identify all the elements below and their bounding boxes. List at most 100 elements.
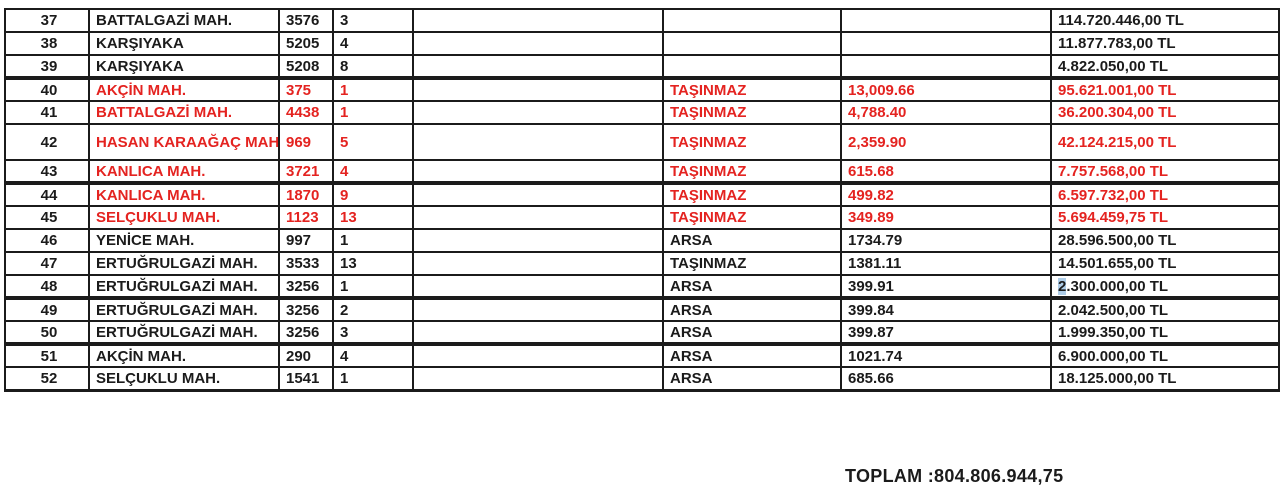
ada-cell: 1541 bbox=[278, 366, 334, 391]
type-cell: TAŞINMAZ bbox=[662, 251, 842, 276]
name-cell: ERTUĞRULGAZİ MAH. bbox=[88, 251, 280, 276]
empty-cell bbox=[412, 159, 664, 184]
name-cell: ERTUĞRULGAZİ MAH. bbox=[88, 296, 280, 322]
table-row: 49 ERTUĞRULGAZİ MAH. 3256 2 ARSA 399.84 2.042.… bbox=[4, 296, 1280, 322]
type-cell: TAŞINMAZ bbox=[662, 100, 842, 125]
empty-cell bbox=[412, 100, 664, 125]
row-number-cell: 47 bbox=[4, 251, 90, 276]
row-number-cell: 49 bbox=[4, 296, 90, 322]
table-body: 37 BATTALGAZİ MAH. 3576 3 114.720.446,00 TL 3… bbox=[4, 8, 1280, 391]
table-row: 42 HASAN KARAAĞAÇ MAH. 969 5 TAŞINMAZ 2,359.9… bbox=[4, 123, 1280, 161]
name-cell: SELÇUKLU MAH. bbox=[88, 366, 280, 391]
area-cell: 4,788.40 bbox=[840, 100, 1052, 125]
ada-cell: 3256 bbox=[278, 274, 334, 299]
amount-cell: 42.124.215,00 TL bbox=[1050, 123, 1280, 161]
name-cell: YENİCE MAH. bbox=[88, 228, 280, 253]
name-cell: KANLICA MAH. bbox=[88, 159, 280, 184]
type-cell: ARSA bbox=[662, 342, 842, 368]
empty-cell bbox=[412, 31, 664, 56]
amount-cell: 18.125.000,00 TL bbox=[1050, 366, 1280, 391]
name-cell: ERTUĞRULGAZİ MAH. bbox=[88, 320, 280, 345]
amount-cell: 1.999.350,00 TL bbox=[1050, 320, 1280, 345]
area-cell: 1021.74 bbox=[840, 342, 1052, 368]
type-cell bbox=[662, 31, 842, 56]
type-cell: TAŞINMAZ bbox=[662, 123, 842, 161]
type-cell bbox=[662, 8, 842, 33]
parsel-cell: 1 bbox=[332, 366, 414, 391]
type-cell: ARSA bbox=[662, 366, 842, 391]
empty-cell bbox=[412, 342, 664, 368]
row-number-cell: 48 bbox=[4, 274, 90, 299]
table-row: 47 ERTUĞRULGAZİ MAH. 3533 13 TAŞINMAZ 1381.11… bbox=[4, 251, 1280, 276]
empty-cell bbox=[412, 205, 664, 230]
amount-cell: 11.877.783,00 TL bbox=[1050, 31, 1280, 56]
name-cell: AKÇİN MAH. bbox=[88, 76, 280, 102]
ada-cell: 5208 bbox=[278, 54, 334, 79]
total-label: TOPLAM :804.806.944,75 bbox=[845, 466, 1064, 486]
ada-cell: 375 bbox=[278, 76, 334, 102]
ada-cell: 3533 bbox=[278, 251, 334, 276]
area-cell: 399.91 bbox=[840, 274, 1052, 299]
ada-cell: 1123 bbox=[278, 205, 334, 230]
name-cell: BATTALGAZİ MAH. bbox=[88, 100, 280, 125]
row-number-cell: 50 bbox=[4, 320, 90, 345]
table-row: 48 ERTUĞRULGAZİ MAH. 3256 1 ARSA 399.91 2.300.… bbox=[4, 274, 1280, 299]
area-cell: 13,009.66 bbox=[840, 76, 1052, 102]
parsel-cell: 4 bbox=[332, 159, 414, 184]
ada-cell: 5205 bbox=[278, 31, 334, 56]
amount-cell: 14.501.655,00 TL bbox=[1050, 251, 1280, 276]
amount-cell: 36.200.304,00 TL bbox=[1050, 100, 1280, 125]
area-cell: 349.89 bbox=[840, 205, 1052, 230]
parsel-cell: 5 bbox=[332, 123, 414, 161]
type-cell bbox=[662, 54, 842, 79]
amount-cell: 2.042.500,00 TL bbox=[1050, 296, 1280, 322]
table-row: 46 YENİCE MAH. 997 1 ARSA 1734.79 28.596.500,0… bbox=[4, 228, 1280, 253]
parsel-cell: 4 bbox=[332, 31, 414, 56]
name-cell: KANLICA MAH. bbox=[88, 181, 280, 207]
table-row: 39 KARŞIYAKA 5208 8 4.822.050,00 TL bbox=[4, 54, 1280, 79]
type-cell: ARSA bbox=[662, 274, 842, 299]
ada-cell: 3256 bbox=[278, 296, 334, 322]
area-cell bbox=[840, 54, 1052, 79]
ada-cell: 3576 bbox=[278, 8, 334, 33]
empty-cell bbox=[412, 320, 664, 345]
parcel-table: 37 BATTALGAZİ MAH. 3576 3 114.720.446,00 TL 3… bbox=[4, 8, 1280, 392]
table-row: 38 KARŞIYAKA 5205 4 11.877.783,00 TL bbox=[4, 31, 1280, 56]
row-number-cell: 46 bbox=[4, 228, 90, 253]
amount-cell: 4.822.050,00 TL bbox=[1050, 54, 1280, 79]
type-cell: ARSA bbox=[662, 296, 842, 322]
row-number-cell: 42 bbox=[4, 123, 90, 161]
ada-cell: 4438 bbox=[278, 100, 334, 125]
empty-cell bbox=[412, 366, 664, 391]
table-row: 44 KANLICA MAH. 1870 9 TAŞINMAZ 499.82 6.597.7… bbox=[4, 181, 1280, 207]
area-cell: 685.66 bbox=[840, 366, 1052, 391]
amount-cell: 95.621.001,00 TL bbox=[1050, 76, 1280, 102]
empty-cell bbox=[412, 274, 664, 299]
row-number-cell: 43 bbox=[4, 159, 90, 184]
parsel-cell: 1 bbox=[332, 228, 414, 253]
name-cell: AKÇİN MAH. bbox=[88, 342, 280, 368]
area-cell: 1734.79 bbox=[840, 228, 1052, 253]
parsel-cell: 3 bbox=[332, 320, 414, 345]
ada-cell: 3721 bbox=[278, 159, 334, 184]
table-row: 41 BATTALGAZİ MAH. 4438 1 TAŞINMAZ 4,788.40 36… bbox=[4, 100, 1280, 125]
name-cell: HASAN KARAAĞAÇ MAH. bbox=[88, 123, 280, 161]
parsel-cell: 9 bbox=[332, 181, 414, 207]
row-number-cell: 37 bbox=[4, 8, 90, 33]
amount-cell: 114.720.446,00 TL bbox=[1050, 8, 1280, 33]
ada-cell: 1870 bbox=[278, 181, 334, 207]
parsel-cell: 13 bbox=[332, 251, 414, 276]
row-number-cell: 40 bbox=[4, 76, 90, 102]
empty-cell bbox=[412, 8, 664, 33]
parsel-cell: 1 bbox=[332, 274, 414, 299]
empty-cell bbox=[412, 123, 664, 161]
table-row: 37 BATTALGAZİ MAH. 3576 3 114.720.446,00 TL bbox=[4, 8, 1280, 33]
row-number-cell: 39 bbox=[4, 54, 90, 79]
parsel-cell: 8 bbox=[332, 54, 414, 79]
table-row: 51 AKÇİN MAH. 290 4 ARSA 1021.74 6.900.000,00 … bbox=[4, 342, 1280, 368]
area-cell: 399.87 bbox=[840, 320, 1052, 345]
amount-cell: 2.300.000,00 TL bbox=[1050, 274, 1280, 299]
table-row: 43 KANLICA MAH. 3721 4 TAŞINMAZ 615.68 7.757.5… bbox=[4, 159, 1280, 184]
ada-cell: 3256 bbox=[278, 320, 334, 345]
amount-cell: 6.900.000,00 TL bbox=[1050, 342, 1280, 368]
